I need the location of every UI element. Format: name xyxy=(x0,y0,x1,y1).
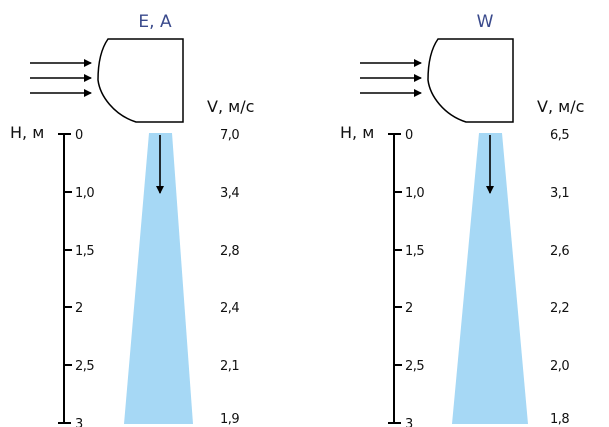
velocity-axis-label: V, м/с xyxy=(207,97,254,116)
height-axis-label: H, м xyxy=(10,123,44,142)
panel-title: W xyxy=(477,12,494,32)
height-tick-label: 1,5 xyxy=(405,244,424,259)
air-diffuser-icon xyxy=(97,38,184,123)
velocity-value: 3,1 xyxy=(550,186,569,201)
height-tick-label: 1,0 xyxy=(75,186,94,201)
velocity-value: 2,8 xyxy=(220,244,239,259)
velocity-value: 2,1 xyxy=(220,359,239,374)
velocity-value: 6,5 xyxy=(550,128,569,143)
velocity-value: 2,4 xyxy=(220,301,239,316)
height-tick-label: 2,5 xyxy=(405,359,424,374)
velocity-value: 2,2 xyxy=(550,301,569,316)
height-tick-label: 2,5 xyxy=(75,359,94,374)
panel-e-a: E, A H, м V, м/с 0 1,0 1,5 2 2,5 3 xyxy=(10,12,254,427)
inflow-arrows xyxy=(360,59,422,97)
height-scale: 0 1,0 1,5 2 2,5 3 xyxy=(58,128,95,427)
panel-w: W H, м V, м/с 0 1,0 1,5 2 2,5 3 6 xyxy=(340,12,584,427)
air-diffuser-icon xyxy=(427,38,514,123)
velocity-value: 7,0 xyxy=(220,128,239,143)
height-scale: 0 1,0 1,5 2 2,5 3 xyxy=(388,128,425,427)
height-tick-label: 2 xyxy=(75,301,83,316)
height-tick-label: 1,5 xyxy=(75,244,94,259)
velocity-value: 2,6 xyxy=(550,244,569,259)
panel-title: E, A xyxy=(138,12,172,32)
height-axis-label: H, м xyxy=(340,123,374,142)
velocity-value: 2,0 xyxy=(550,359,569,374)
height-tick-label: 2 xyxy=(405,301,413,316)
height-tick-label: 0 xyxy=(405,128,413,143)
inflow-arrows xyxy=(30,59,92,97)
height-tick-label: 3 xyxy=(75,417,83,427)
air-jet-cone xyxy=(452,133,528,424)
velocity-value: 1,9 xyxy=(220,412,239,427)
height-tick-label: 0 xyxy=(75,128,83,143)
velocity-values: 7,0 3,4 2,8 2,4 2,1 1,9 xyxy=(220,128,240,427)
velocity-value: 3,4 xyxy=(220,186,239,201)
velocity-values: 6,5 3,1 2,6 2,2 2,0 1,8 xyxy=(550,128,570,427)
height-tick-label: 3 xyxy=(405,417,413,427)
velocity-axis-label: V, м/с xyxy=(537,97,584,116)
air-jet-cone xyxy=(124,133,193,424)
height-tick-label: 1,0 xyxy=(405,186,424,201)
velocity-value: 1,8 xyxy=(550,412,569,427)
